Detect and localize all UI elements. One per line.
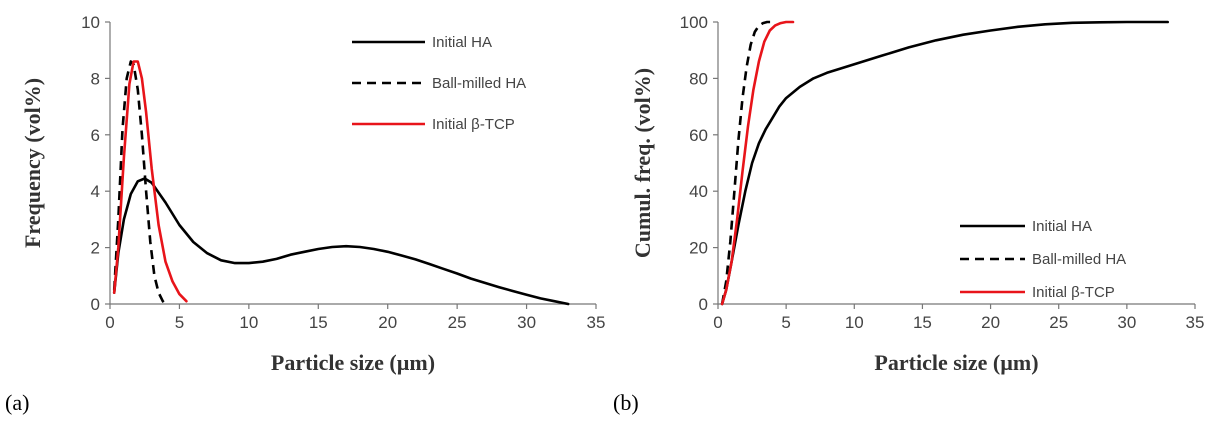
- legend-label: Initial HA: [1032, 218, 1092, 235]
- x-tick-label: 30: [517, 313, 536, 332]
- y-tick-label: 20: [689, 239, 708, 258]
- x-axis-label: Particle size (µm): [874, 350, 1038, 375]
- series-line-2: [112, 60, 167, 305]
- x-tick-label: 0: [105, 313, 114, 332]
- chart-panel-1: 0 5 10 15 20 25 30 35 0 2 4 6 8 10 Particle size (µm) F…: [5, 13, 605, 415]
- legend-label: Initial HA: [432, 34, 492, 51]
- series-line-1: [720, 20, 1169, 306]
- y-tick-label: 6: [91, 126, 100, 145]
- x-tick-label: 15: [913, 313, 932, 332]
- y-tick-label: 100: [680, 13, 708, 32]
- x-tick-label: 25: [448, 313, 467, 332]
- x-tick-label: 30: [1117, 313, 1136, 332]
- x-tick-label: 5: [175, 313, 184, 332]
- chart-panel-2: 0 5 10 15 20 25 30 35 0 20 40 60 80 100 Particle size …: [613, 13, 1204, 415]
- panel-label: (a): [5, 390, 29, 415]
- x-tick-label: 0: [713, 313, 722, 332]
- panel-label: (b): [613, 390, 639, 415]
- legend-label: Ball-milled HA: [1032, 251, 1126, 268]
- y-axis-label: Cumul. freq. (vol%): [630, 68, 655, 258]
- y-tick-label: 0: [91, 295, 100, 314]
- x-tick-label: 15: [309, 313, 328, 332]
- y-tick-label: 40: [689, 182, 708, 201]
- legend-label: Initial β-TCP: [1032, 284, 1115, 301]
- x-axis-label: Particle size (µm): [271, 350, 435, 375]
- legend-label: Initial β-TCP: [432, 116, 515, 133]
- x-tick-label: 35: [587, 313, 606, 332]
- y-tick-label: 2: [91, 239, 100, 258]
- x-tick-label: 10: [239, 313, 258, 332]
- y-tick-label: 10: [81, 13, 100, 32]
- y-tick-label: 4: [91, 182, 100, 201]
- x-tick-label: 25: [1049, 313, 1068, 332]
- y-axis-label: Frequency (vol%): [20, 78, 45, 248]
- y-tick-label: 0: [699, 295, 708, 314]
- series-line-2: [720, 20, 773, 305]
- series-line-3: [720, 20, 795, 306]
- x-tick-label: 5: [781, 313, 790, 332]
- series-line-3: [112, 60, 188, 303]
- x-tick-label: 35: [1186, 313, 1205, 332]
- x-tick-label: 20: [378, 313, 397, 332]
- x-tick-label: 10: [845, 313, 864, 332]
- series-line-1: [112, 177, 570, 306]
- y-tick-label: 60: [689, 126, 708, 145]
- legend-label: Ball-milled HA: [432, 75, 526, 92]
- y-tick-label: 8: [91, 69, 100, 88]
- x-tick-label: 20: [981, 313, 1000, 332]
- y-tick-label: 80: [689, 69, 708, 88]
